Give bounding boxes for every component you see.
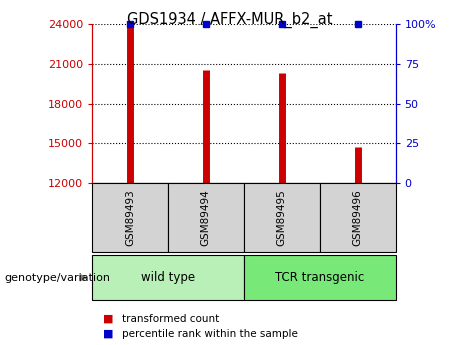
Text: TCR transgenic: TCR transgenic [274,271,364,284]
Text: wild type: wild type [140,271,195,284]
Text: ■: ■ [103,329,113,339]
Text: GDS1934 / AFFX-MUR_b2_at: GDS1934 / AFFX-MUR_b2_at [127,12,332,28]
Text: GSM89494: GSM89494 [201,189,210,246]
Text: GSM89493: GSM89493 [125,189,134,246]
Text: percentile rank within the sample: percentile rank within the sample [122,329,297,339]
Text: genotype/variation: genotype/variation [5,273,110,283]
Text: GSM89496: GSM89496 [352,189,362,246]
Text: transformed count: transformed count [122,314,218,324]
Text: ■: ■ [103,314,113,324]
Text: GSM89495: GSM89495 [276,189,286,246]
